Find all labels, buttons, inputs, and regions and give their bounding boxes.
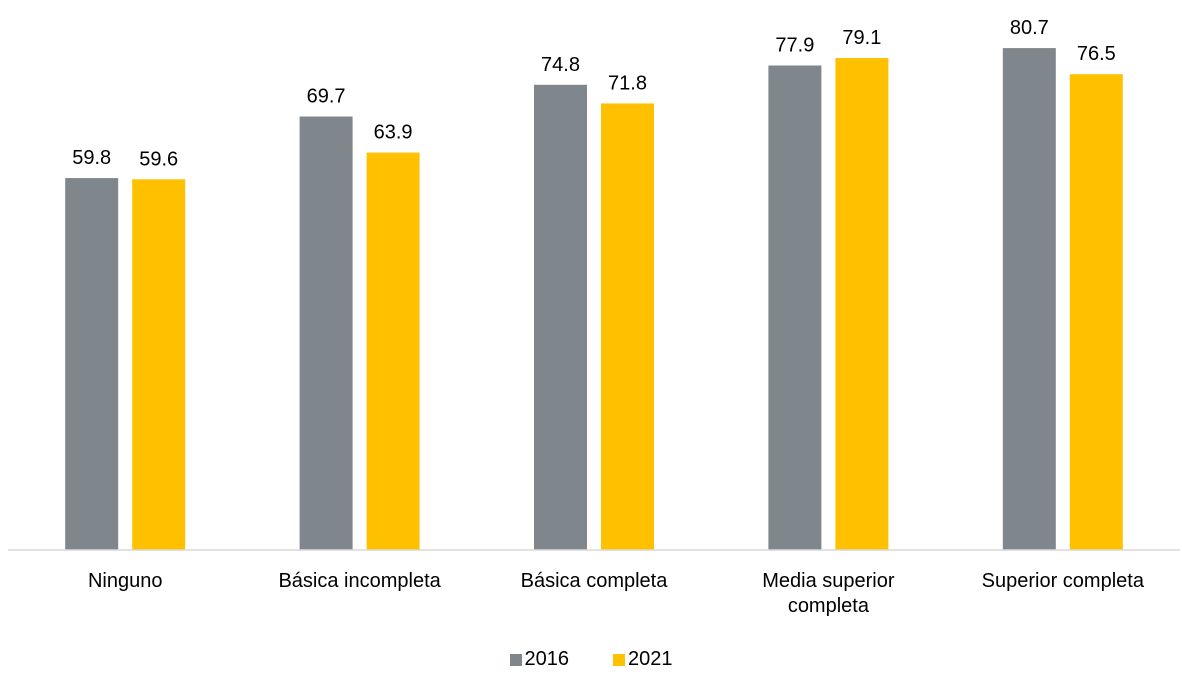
bar-2021-3[interactable] xyxy=(835,58,889,550)
category-label-0: Ninguno xyxy=(88,570,163,592)
data-label-2021-0: 59.6 xyxy=(139,148,178,170)
bar-2016-3[interactable] xyxy=(768,65,822,551)
data-label-2016-4: 80.7 xyxy=(1010,17,1049,39)
category-label-3-line-1: completa xyxy=(788,595,870,617)
data-label-2016-0: 59.8 xyxy=(72,147,111,169)
bar-2016-1[interactable] xyxy=(299,116,353,551)
data-label-2016-2: 74.8 xyxy=(541,54,580,76)
bar-2021-0[interactable] xyxy=(132,179,186,550)
legend-swatch-2016 xyxy=(509,653,522,666)
data-label-2021-4: 76.5 xyxy=(1077,43,1116,65)
category-label-3-line-0: Media superior xyxy=(762,570,895,592)
legend-swatch-2021 xyxy=(613,653,625,666)
legend-item-2021[interactable]: 2021 xyxy=(613,648,673,671)
bar-2021-1[interactable] xyxy=(366,152,420,550)
legend: 2016 2021 xyxy=(0,648,1182,671)
category-label-2: Básica completa xyxy=(521,570,669,592)
data-label-2016-1: 69.7 xyxy=(307,86,346,108)
bar-2021-2[interactable] xyxy=(601,103,654,550)
category-label-4: Superior completa xyxy=(982,570,1145,592)
bar-2021-4[interactable] xyxy=(1069,74,1123,551)
category-label-1: Básica incompleta xyxy=(278,570,441,592)
legend-label-2016: 2016 xyxy=(524,648,570,670)
bar-2016-0[interactable] xyxy=(65,178,119,550)
data-label-2021-3: 79.1 xyxy=(842,27,881,49)
data-labels-layer: 59.8 59.6 69.7 63.9 74.8 71.8 77.9 79.1 80.7 76.5 xyxy=(72,17,1116,170)
category-labels-layer: Ninguno Básica incompleta Básica completa M… xyxy=(88,570,1145,617)
data-label-2021-2: 71.8 xyxy=(608,72,647,94)
bar-2016-2[interactable] xyxy=(534,84,587,550)
bars-layer xyxy=(65,48,1123,551)
bar-2016-4[interactable] xyxy=(1002,48,1056,551)
legend-label-2021: 2021 xyxy=(628,648,673,670)
data-label-2016-3: 77.9 xyxy=(775,35,814,57)
legend-item-2016[interactable]: 2016 xyxy=(509,648,570,671)
data-label-2021-1: 63.9 xyxy=(374,122,413,144)
